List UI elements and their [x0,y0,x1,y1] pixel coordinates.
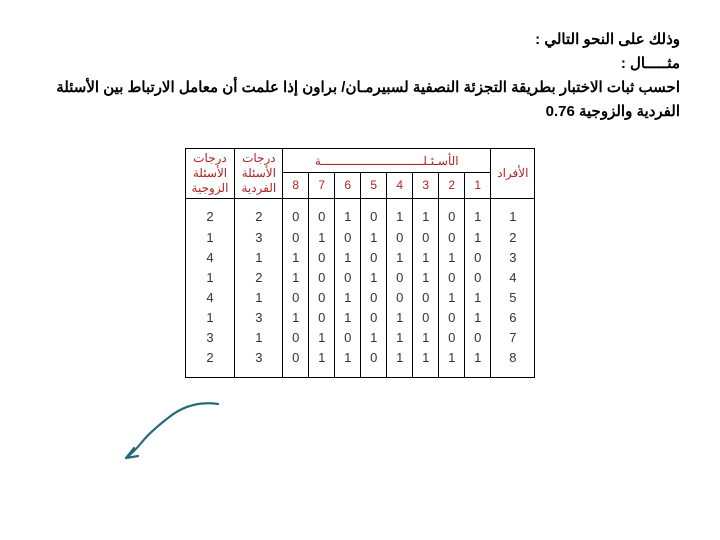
intro-text: وذلك على النحو التالي : مثـــــال : احسب… [0,0,720,134]
line-3: احسب ثبات الاختبار بطريقة التجزئة النصفي… [40,76,680,124]
hdr-q7: 7 [309,173,335,199]
table-row: 1234567811001101001010011011001110100111… [185,199,535,378]
hdr-odd-scores: درجات الأسئلة الفردية [235,149,283,199]
hdr-individuals: الأفراد [491,149,535,199]
col-q1: 11001101 [465,199,491,378]
data-table: الأفراد الأسـئـلــــــــــــــــــــــــ… [185,148,536,378]
line-1: وذلك على النحو التالي : [40,28,680,52]
hdr-q6: 6 [335,173,361,199]
col-even-scores: 21414132 [185,199,235,378]
hdr-q8: 8 [283,173,309,199]
col-q5: 01010010 [361,199,387,378]
hdr-q5: 5 [361,173,387,199]
header-row-1: الأفراد الأسـئـلــــــــــــــــــــــــ… [185,149,535,173]
col-q2: 00101001 [439,199,465,378]
table-body: 1234567811001101001010011011001110100111… [185,199,535,378]
col-odd-scores: 23121313 [235,199,283,378]
hdr-even-scores: درجات الأسئلة الزوجية [185,149,235,199]
col-q4: 10100111 [387,199,413,378]
hdr-q2: 2 [439,173,465,199]
hdr-q4: 4 [387,173,413,199]
col-q7: 01000011 [309,199,335,378]
annotation-squiggle [120,398,230,468]
data-table-wrap: الأفراد الأسـئـلــــــــــــــــــــــــ… [0,148,720,369]
col-q6: 10101101 [335,199,361,378]
hdr-questions-span: الأسـئـلـــــــــــــــــــــــــــــة [283,149,491,173]
hdr-q1: 1 [465,173,491,199]
col-individuals: 12345678 [491,199,535,378]
col-q3: 10110011 [413,199,439,378]
line-2: مثـــــال : [40,52,680,76]
hdr-q3: 3 [413,173,439,199]
col-q8: 00110100 [283,199,309,378]
